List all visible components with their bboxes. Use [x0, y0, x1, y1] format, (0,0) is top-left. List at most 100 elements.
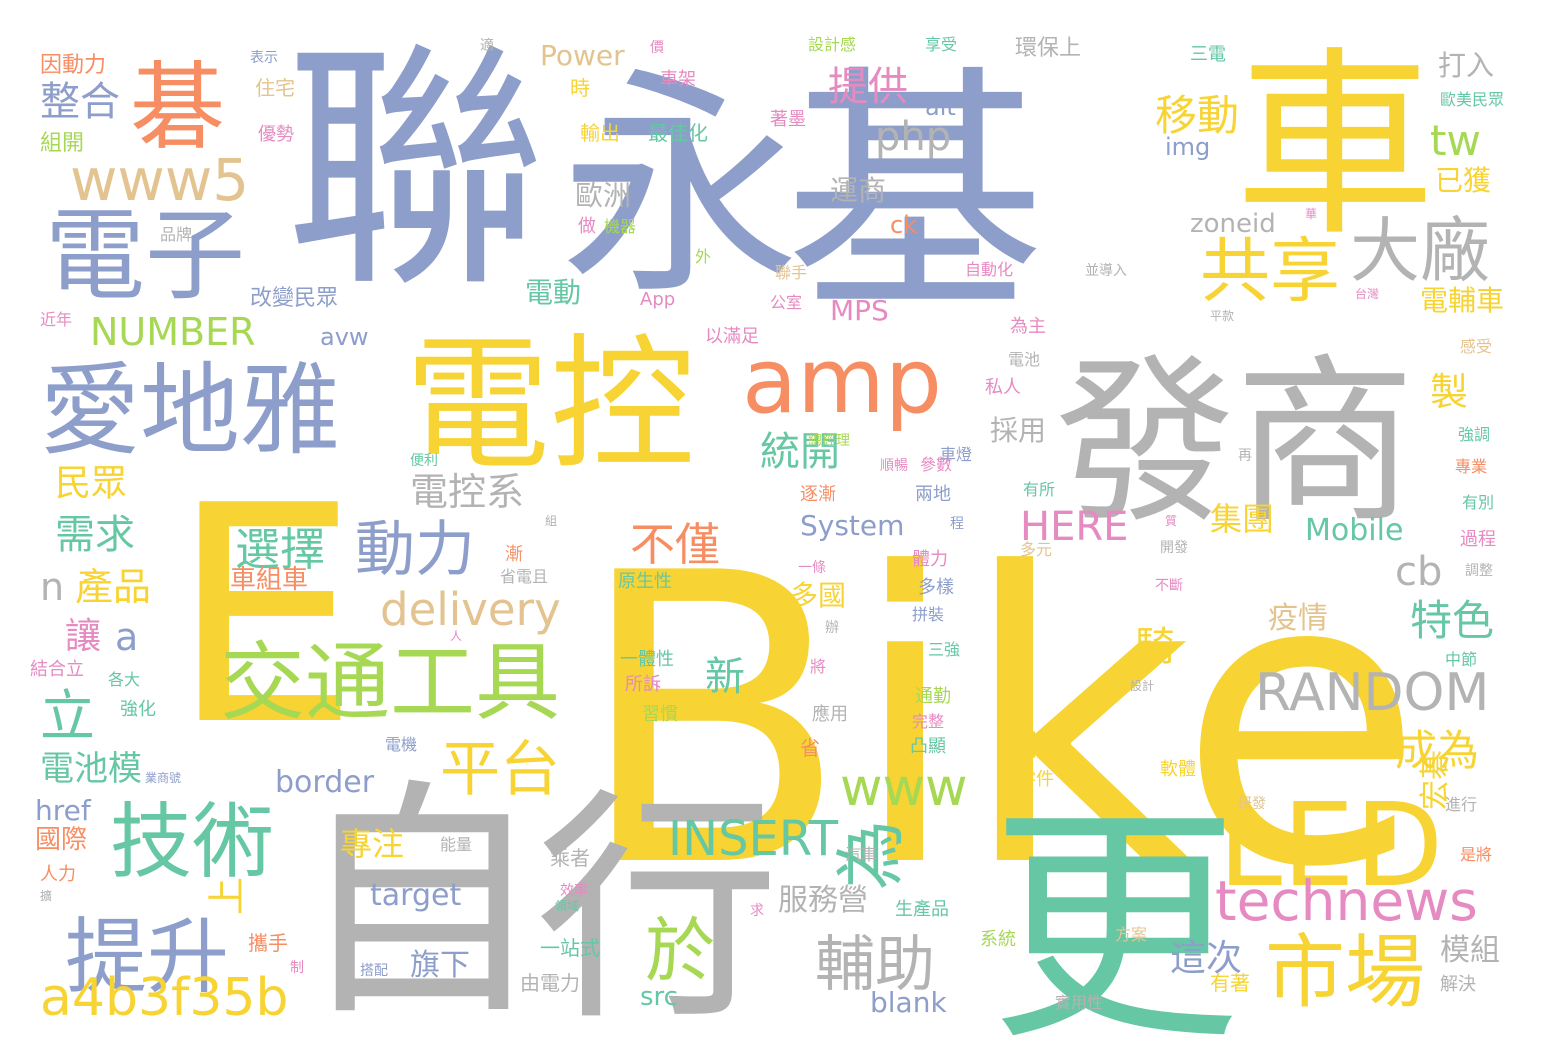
cloud-word: Mobile [1305, 513, 1403, 548]
cloud-word: 有別 [1462, 493, 1494, 512]
cloud-word: 應用 [812, 703, 848, 725]
cloud-word: 一站式 [540, 936, 600, 960]
cloud-word: src [640, 982, 678, 1012]
cloud-word: 做 [578, 216, 596, 237]
cloud-word: 歐洲 [575, 179, 631, 212]
cloud-word: 順暢 [880, 457, 908, 474]
cloud-word: 電控 [405, 321, 695, 490]
cloud-word: 車燈 [940, 445, 972, 464]
cloud-word: 台灣 [1355, 286, 1379, 301]
cloud-word: 強化 [120, 699, 156, 720]
cloud-word: 電控系 [410, 470, 524, 514]
cloud-word: 三強 [928, 640, 960, 659]
cloud-word: 系統 [980, 929, 1016, 950]
cloud-word: 車架 [660, 69, 696, 90]
cloud-word: 設計 [1130, 678, 1154, 693]
cloud-word: 採用 [990, 414, 1046, 447]
cloud-word: 一條 [798, 560, 826, 576]
cloud-word: 國際 [35, 825, 87, 855]
cloud-word: 程 [950, 516, 964, 532]
cloud-word: avw [320, 323, 369, 351]
cloud-word: 組開 [40, 131, 84, 156]
cloud-word: HERE [1020, 504, 1128, 550]
cloud-word: 時 [570, 76, 590, 100]
cloud-word: 整合 [40, 79, 120, 125]
cloud-word: 調整 [1465, 563, 1493, 579]
cloud-word: 零件 [1018, 769, 1054, 790]
cloud-word: zoneid [1190, 209, 1276, 239]
cloud-word: border [275, 765, 375, 800]
cloud-word: 騎 [1135, 624, 1175, 670]
cloud-word: 多國 [790, 579, 846, 612]
cloud-word: 優勢 [258, 124, 294, 145]
cloud-word: 享受 [925, 35, 957, 54]
cloud-word: 環保上 [1015, 36, 1081, 61]
cloud-word: RANDOM [1255, 663, 1489, 723]
cloud-word: 自 [295, 758, 545, 1049]
cloud-word: 提供 [828, 64, 908, 110]
cloud-word: img [1165, 133, 1210, 161]
cloud-word: 不斷 [1155, 578, 1183, 594]
cloud-word: 解決 [1440, 974, 1476, 995]
cloud-word: n [40, 565, 64, 609]
cloud-word: NUMBER [90, 310, 256, 354]
cloud-word: 所訴 [625, 674, 661, 695]
cloud-word: 是將 [1460, 845, 1492, 864]
cloud-word: 三電 [1190, 44, 1226, 65]
cloud-word: 住宅 [255, 76, 295, 100]
cloud-word: 公室 [770, 293, 802, 312]
cloud-word: 車組車 [230, 565, 308, 595]
cloud-word: 統開 [760, 429, 840, 475]
cloud-word: 電動 [525, 276, 581, 309]
cloud-word: 宏碁 [1418, 750, 1453, 810]
cloud-word: 電輔車 [1420, 284, 1504, 317]
cloud-word: E [170, 442, 360, 791]
cloud-word: 動力 [355, 515, 475, 585]
cloud-word: 將 [810, 657, 826, 676]
cloud-word: 並導入 [1085, 263, 1127, 279]
cloud-word: 體力 [912, 549, 948, 570]
cloud-word: 讓 [65, 616, 101, 657]
cloud-word: 永 [560, 47, 800, 327]
cloud-word: a4b3f35b [40, 968, 289, 1028]
cloud-word: 制 [290, 960, 304, 976]
cloud-word: 近年 [40, 310, 72, 329]
cloud-word: 搭配 [360, 963, 388, 979]
cloud-word: 新 [705, 654, 745, 700]
cloud-word: 愛地雅 [40, 352, 340, 469]
cloud-word: 有著 [1210, 971, 1250, 995]
cloud-word: 平台 [440, 735, 560, 805]
cloud-word: 民眾 [55, 463, 127, 504]
cloud-word: www [840, 758, 968, 818]
cloud-word: 電池模 [40, 749, 142, 789]
cloud-word: 運商 [830, 174, 886, 207]
cloud-word: App [640, 289, 675, 310]
cloud-word: Power [540, 39, 625, 72]
cloud-word: 為主 [1010, 316, 1046, 337]
cloud-word: 模組 [1440, 933, 1500, 968]
cloud-word: 提升 [65, 910, 229, 1005]
cloud-word: 輔助 [815, 930, 935, 1000]
cloud-word: 聯手 [775, 263, 807, 282]
cloud-word: 便利 [410, 453, 438, 469]
cloud-word: 專注 [340, 825, 404, 863]
cloud-word: 這次 [1170, 938, 1242, 979]
cloud-word: 進行 [1445, 795, 1477, 814]
cloud-word: 立 [40, 684, 95, 748]
cloud-word: 人力 [40, 864, 76, 885]
cloud-word: 中節 [1445, 650, 1477, 669]
cloud-word: 聯 [285, 20, 545, 322]
cloud-word: 服務營 [778, 883, 868, 918]
cloud-word: delivery [380, 583, 561, 636]
cloud-word: 電子 [45, 197, 245, 314]
cloud-word: 著墨 [770, 109, 806, 130]
cloud-word: 產品 [75, 565, 151, 609]
cloud-word: 開發 [1160, 540, 1188, 556]
cloud-word: 由電力 [520, 971, 580, 995]
cloud-word: 逐漸 [800, 484, 836, 505]
cloud-word: 漸 [505, 544, 523, 565]
cloud-word: 軟體 [1160, 759, 1196, 780]
cloud-word: 電機 [385, 735, 417, 754]
cloud-word: 平款 [1210, 309, 1234, 323]
